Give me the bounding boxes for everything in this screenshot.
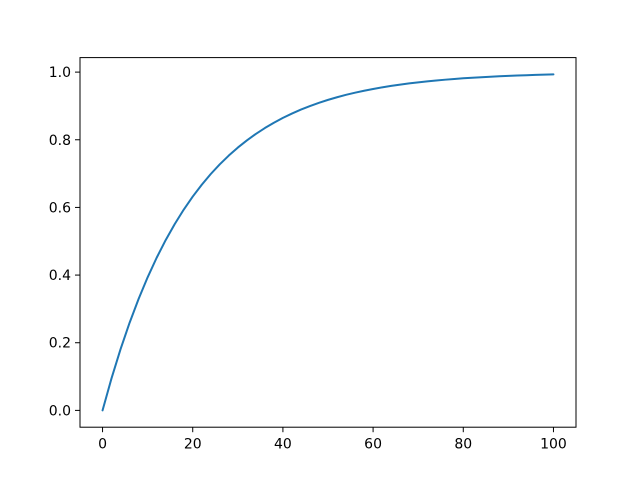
y-tick-label: 0.6 <box>49 200 71 216</box>
y-tick-label: 0.4 <box>49 268 71 284</box>
x-tick-label: 80 <box>454 437 472 453</box>
y-tick-label: 0.0 <box>49 403 71 419</box>
y-tick-label: 0.2 <box>49 336 71 352</box>
x-tick-label: 60 <box>364 437 382 453</box>
y-tick-label: 1.0 <box>49 65 71 81</box>
x-tick-label: 100 <box>540 437 567 453</box>
exponential-saturation-curve <box>101 73 555 412</box>
axes-frame <box>79 57 577 428</box>
x-tick-label: 0 <box>98 437 107 453</box>
x-tick-label: 20 <box>184 437 202 453</box>
x-tick-label: 40 <box>274 437 292 453</box>
y-tick-label: 0.8 <box>49 133 71 149</box>
